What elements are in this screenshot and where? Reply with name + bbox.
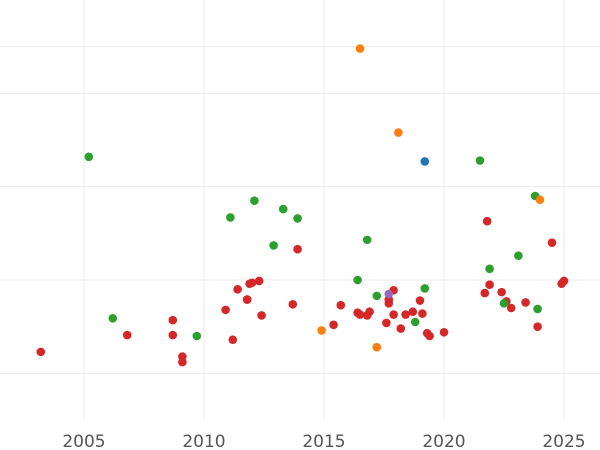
data-point-s0-7: [228, 335, 238, 345]
data-point-s0-10: [242, 295, 252, 304]
data-point-s0-29: [401, 310, 410, 319]
x-tick-label-2015: 2015: [302, 432, 345, 450]
data-point-s0-27: [389, 310, 398, 319]
data-point-s2-3: [372, 342, 382, 352]
data-point-s0-14: [257, 311, 266, 320]
data-point-s1-10: [372, 291, 382, 301]
data-point-s1-11: [420, 284, 430, 293]
data-point-s1-15: [514, 251, 523, 261]
data-point-s1-3: [226, 213, 235, 222]
data-point-s3-0: [420, 157, 430, 166]
data-point-s0-6: [221, 305, 230, 315]
data-point-s0-43: [533, 322, 542, 331]
data-point-s0-22: [365, 307, 374, 317]
data-point-s4-0: [384, 289, 394, 299]
data-point-s0-31: [415, 296, 425, 305]
data-point-s1-18: [410, 317, 420, 327]
data-point-s2-4: [535, 195, 545, 205]
data-point-s1-13: [485, 264, 494, 274]
data-point-s0-32: [418, 309, 427, 318]
data-point-s0-1: [122, 330, 132, 340]
data-point-s0-2: [168, 330, 178, 340]
data-point-s0-38: [485, 280, 494, 289]
data-point-s0-20: [355, 310, 365, 319]
data-point-s1-12: [475, 156, 485, 165]
data-point-s0-39: [497, 287, 506, 297]
data-point-s0-23: [382, 318, 391, 328]
data-point-s1-8: [353, 275, 362, 285]
x-tick-label-2025: 2025: [542, 432, 585, 450]
data-point-s0-36: [480, 288, 490, 298]
data-point-s0-18: [336, 300, 346, 310]
data-point-s0-42: [521, 298, 530, 307]
x-tick-label-2005: 2005: [62, 432, 105, 450]
data-point-s1-14: [499, 299, 509, 308]
data-point-s1-9: [362, 235, 372, 245]
grid: [0, 0, 600, 420]
data-point-s2-2: [317, 326, 326, 335]
data-point-s0-3: [168, 315, 178, 325]
data-point-s1-5: [269, 241, 278, 250]
data-point-s1-17: [533, 304, 542, 314]
data-point-s0-35: [439, 327, 449, 337]
data-point-s1-7: [293, 214, 302, 223]
data-point-s0-46: [559, 276, 569, 286]
data-point-s0-8: [233, 285, 242, 294]
data-point-s0-12: [247, 278, 257, 288]
data-point-s0-13: [254, 276, 264, 286]
data-point-s1-1: [108, 313, 118, 323]
data-point-s1-2: [192, 331, 202, 341]
data-point-s1-0: [84, 152, 94, 162]
x-tick-label-2010: 2010: [182, 432, 225, 450]
data-point-s0-34: [425, 331, 434, 341]
data-point-s0-28: [396, 324, 406, 333]
data-point-s0-44: [547, 238, 557, 247]
data-point-s0-17: [329, 320, 338, 330]
data-point-s2-1: [394, 128, 403, 137]
data-points: [36, 44, 569, 367]
data-point-s0-16: [293, 244, 302, 254]
x-axis-ticks: 2005 2010 2015 2020 2025: [62, 432, 585, 450]
data-point-s0-41: [506, 303, 516, 313]
x-tick-label-2020: 2020: [422, 432, 465, 450]
data-point-s2-0: [355, 44, 365, 53]
data-point-s1-4: [250, 196, 259, 205]
data-point-s0-15: [288, 299, 298, 309]
data-point-s1-6: [278, 204, 288, 214]
data-point-s0-37: [482, 216, 492, 226]
data-point-s0-5: [178, 357, 187, 367]
data-point-s0-30: [408, 307, 418, 317]
data-point-s0-0: [36, 347, 46, 357]
